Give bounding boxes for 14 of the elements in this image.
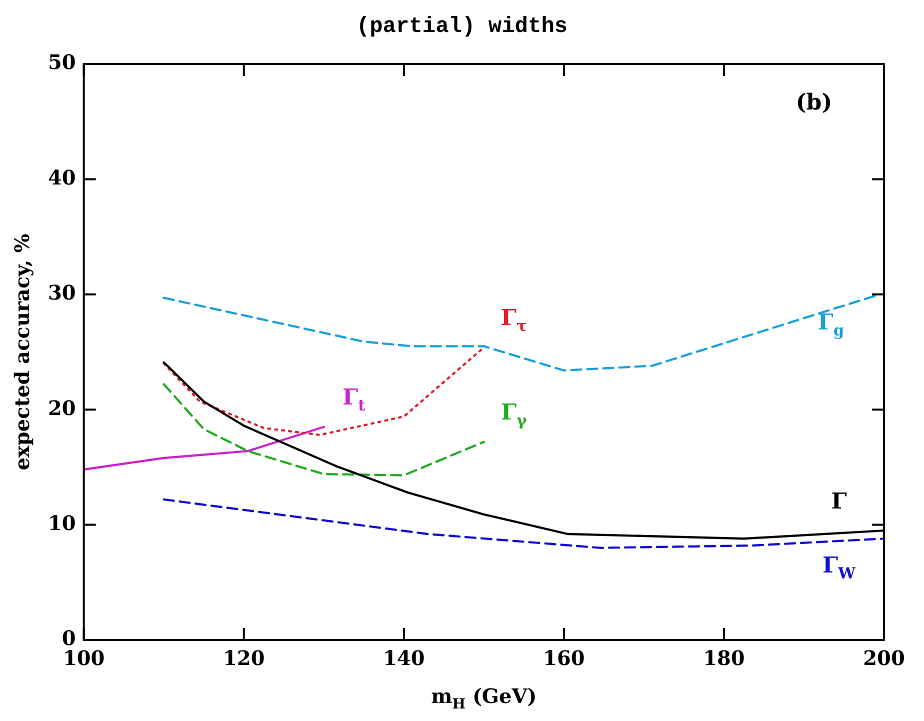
x-tick-label: 180 (703, 646, 745, 670)
x-tick-label: 160 (543, 646, 585, 670)
x-tick-label: 140 (383, 646, 425, 670)
series-label: Γ (831, 488, 848, 514)
y-tick-label: 10 (48, 511, 76, 536)
x-tick-label: 200 (863, 646, 905, 670)
y-tick-label: 20 (48, 396, 76, 420)
x-tick-label: 120 (222, 646, 265, 670)
chart-title: (partial) widths (355, 14, 569, 41)
y-tick-label: 50 (48, 50, 76, 74)
annotation: (b) (796, 90, 832, 116)
y-tick-label: 40 (48, 165, 76, 190)
y-tick-label: 30 (48, 280, 76, 305)
y-axis-title: expected accuracy, % (10, 234, 34, 470)
